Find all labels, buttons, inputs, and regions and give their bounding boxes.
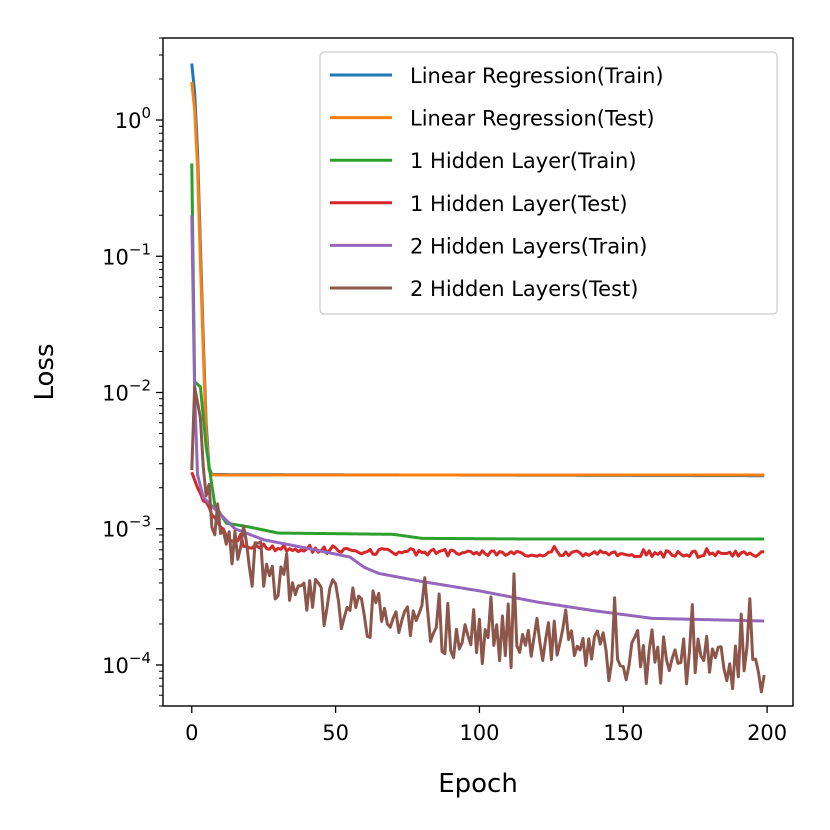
series-line-6 (190, 385, 766, 694)
x-tick-label: 200 (747, 721, 787, 745)
y-tick-label: 10−2 (102, 377, 151, 406)
series-line-5 (190, 215, 765, 623)
y-tick-label: 100 (115, 104, 151, 133)
y-axis-label: Loss (30, 343, 60, 400)
x-tick-label: 50 (322, 721, 349, 745)
ticks-layer: 0 50 100 150 200 100 10−1 10−2 10−3 10−4 (102, 37, 787, 745)
legend-label: 1 Hidden Layer(Test) (410, 192, 628, 216)
plot-frame (162, 37, 794, 707)
x-tick-label: 0 (185, 721, 198, 745)
legend-label: 2 Hidden Layers(Train) (410, 234, 648, 258)
legend-label: Linear Regression(Test) (410, 107, 655, 131)
legend: Linear Regression(Train) Linear Regressio… (319, 51, 778, 315)
series-line-2 (190, 81, 766, 477)
legend-label: 2 Hidden Layers(Test) (410, 277, 638, 301)
x-tick-label: 150 (603, 721, 643, 745)
y-tick-label: 10−4 (102, 649, 151, 678)
x-axis-label: Epoch (438, 769, 518, 799)
legend-label: 1 Hidden Layer(Train) (410, 149, 637, 173)
legend-label: Linear Regression(Train) (410, 64, 664, 88)
series-line-3 (190, 163, 765, 541)
series-line-4 (190, 471, 765, 559)
y-tick-label: 10−3 (102, 513, 151, 542)
y-tick-label: 10−1 (102, 240, 151, 269)
series-layer (190, 63, 766, 694)
x-tick-label: 100 (459, 721, 499, 745)
legend-box (319, 51, 778, 315)
